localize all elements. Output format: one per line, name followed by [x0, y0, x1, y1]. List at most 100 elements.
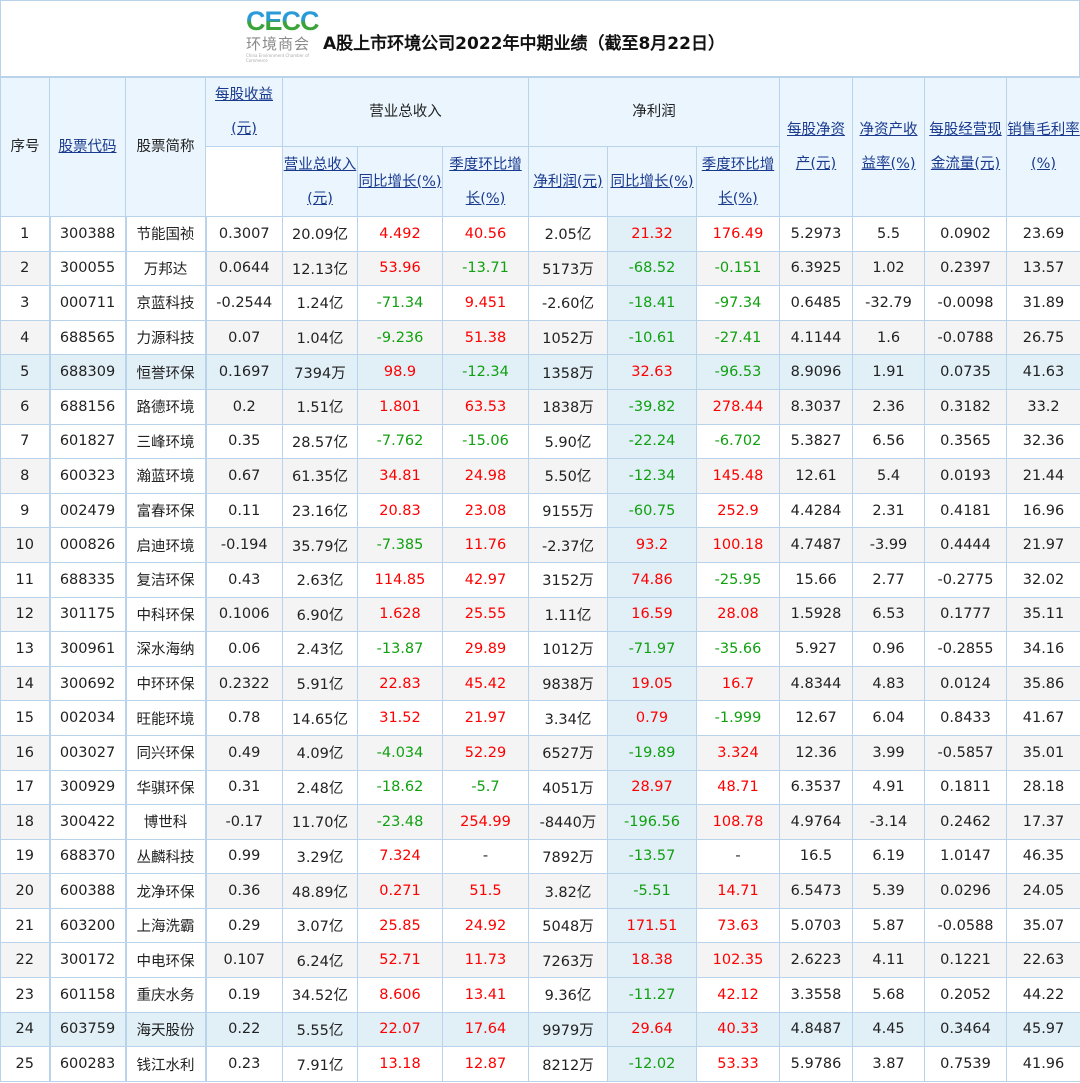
cell-index: 2	[0, 250, 50, 287]
header-profit-yoy[interactable]: 同比增长(%)	[607, 146, 697, 217]
cell-revenue-yoy: 22.83	[357, 665, 443, 702]
cell-name: 华骐环保	[124, 769, 207, 806]
title-bar: CECC 环境商会 China Environment Chamber of C…	[0, 0, 1080, 77]
header-eps[interactable]: 每股收益(元)	[205, 77, 283, 147]
cell-revenue-qoq: 11.73	[442, 942, 529, 979]
cecc-logo: CECC 环境商会 China Environment Chamber of C…	[246, 7, 321, 69]
cell-name: 上海洗霸	[124, 907, 207, 944]
cell-name: 万邦达	[124, 250, 207, 287]
header-code[interactable]: 股票代码	[49, 77, 126, 217]
cell-profit: 1052万	[528, 319, 608, 356]
cell-code: 300172	[48, 942, 127, 979]
cell-roe: 5.39	[852, 873, 926, 909]
header-roe[interactable]: 净资产收益率(%)	[852, 77, 926, 217]
cell-profit-yoy: -22.24	[607, 423, 697, 460]
cell-cfps: 0.0124	[924, 665, 1008, 702]
cell-profit: 5.90亿	[528, 423, 608, 460]
cell-revenue-qoq: 45.42	[442, 665, 529, 702]
cell-code: 600388	[48, 873, 127, 909]
cell-eps: 0.31	[205, 769, 283, 806]
cell-gross-margin: 13.57	[1006, 250, 1080, 287]
cell-profit-qoq: 3.324	[695, 734, 781, 771]
cell-bvps: 16.5	[779, 838, 854, 875]
cell-profit: 1012万	[528, 631, 608, 667]
cell-revenue-qoq: 51.38	[442, 319, 529, 356]
cell-profit: 8212万	[528, 1046, 608, 1082]
table-row: 2 300055 万邦达 0.0644 12.13亿 53.96 -13.71 5173万 -6…	[0, 250, 1080, 287]
cell-name: 博世科	[124, 804, 207, 840]
cell-bvps: 8.3037	[779, 388, 854, 425]
cell-gross-margin: 33.2	[1006, 388, 1080, 425]
cell-eps: 0.67	[205, 458, 283, 494]
cell-name: 京蓝科技	[124, 285, 207, 321]
cell-cfps: 0.3565	[924, 423, 1008, 460]
cell-cfps: 1.0147	[924, 838, 1008, 875]
header-profit[interactable]: 净利润(元)	[528, 146, 608, 217]
cell-profit-yoy: 28.97	[607, 769, 697, 806]
cell-profit-yoy: -39.82	[607, 388, 697, 425]
cell-profit-qoq: -25.95	[695, 561, 781, 598]
cell-code: 000711	[48, 285, 127, 321]
cell-profit: -2.60亿	[528, 285, 608, 321]
cell-revenue-qoq: -15.06	[442, 423, 529, 460]
cell-profit-yoy: -19.89	[607, 734, 697, 771]
cell-revenue: 3.07亿	[282, 907, 358, 944]
cell-revenue-qoq: 51.5	[442, 873, 529, 909]
cell-revenue-qoq: 23.08	[442, 492, 529, 529]
cell-bvps: 4.9764	[779, 804, 854, 840]
header-bvps[interactable]: 每股净资产(元)	[779, 77, 854, 217]
cell-profit-qoq: -27.41	[695, 319, 781, 356]
cell-revenue-yoy: 13.18	[357, 1046, 443, 1082]
header-revenue[interactable]: 营业总收入(元)	[282, 146, 358, 217]
cell-revenue-yoy: 25.85	[357, 907, 443, 944]
cell-profit-yoy: 93.2	[607, 527, 697, 563]
cell-revenue-qoq: 29.89	[442, 631, 529, 667]
cell-code: 603759	[48, 1011, 127, 1048]
header-revenue-qoq[interactable]: 季度环比增长(%)	[442, 146, 529, 217]
cell-eps: 0.1006	[205, 596, 283, 633]
logo-tiny-text: China Environment Chamber of Commerce	[246, 53, 309, 63]
cell-index: 24	[0, 1011, 50, 1048]
cell-eps: -0.2544	[205, 285, 283, 321]
header-cfps[interactable]: 每股经营现金流量(元)	[924, 77, 1008, 217]
cell-code: 000826	[48, 527, 127, 563]
cell-roe: -3.14	[852, 804, 926, 840]
cell-eps: 0.99	[205, 838, 283, 875]
cell-revenue-qoq: 42.97	[442, 561, 529, 598]
table-row: 22 300172 中电环保 0.107 6.24亿 52.71 11.73 7263万 18.…	[0, 942, 1080, 979]
cell-code: 300388	[48, 216, 127, 252]
header-revenue-yoy[interactable]: 同比增长(%)	[357, 146, 443, 217]
cell-eps: 0.3007	[205, 216, 283, 252]
cell-revenue-yoy: -23.48	[357, 804, 443, 840]
cell-index: 13	[0, 631, 50, 667]
cell-profit: 3.82亿	[528, 873, 608, 909]
cell-index: 5	[0, 354, 50, 390]
cell-revenue: 3.29亿	[282, 838, 358, 875]
cell-profit-qoq: -35.66	[695, 631, 781, 667]
cell-eps: 0.22	[205, 1011, 283, 1048]
cell-profit-qoq: -0.151	[695, 250, 781, 287]
cell-revenue-yoy: 22.07	[357, 1011, 443, 1048]
cell-cfps: 0.1811	[924, 769, 1008, 806]
header-profit-qoq[interactable]: 季度环比增长(%)	[695, 146, 781, 217]
cell-gross-margin: 24.05	[1006, 873, 1080, 909]
cell-bvps: 3.3558	[779, 977, 854, 1013]
cell-revenue: 20.09亿	[282, 216, 358, 252]
cell-cfps: 0.2397	[924, 250, 1008, 287]
cell-bvps: 5.2973	[779, 216, 854, 252]
cell-revenue-qoq: -12.34	[442, 354, 529, 390]
cell-eps: 0.11	[205, 492, 283, 529]
cell-profit: 5048万	[528, 907, 608, 944]
cell-roe: 4.11	[852, 942, 926, 979]
cell-roe: 6.04	[852, 700, 926, 736]
cell-profit-qoq: 176.49	[695, 216, 781, 252]
cell-revenue-qoq: 12.87	[442, 1046, 529, 1082]
cell-code: 002034	[48, 700, 127, 736]
table-row: 21 603200 上海洗霸 0.29 3.07亿 25.85 24.92 5048万 171.…	[0, 907, 1080, 944]
cell-revenue-qoq: 21.97	[442, 700, 529, 736]
cell-profit: 2.05亿	[528, 216, 608, 252]
cell-profit-qoq: 53.33	[695, 1046, 781, 1082]
header-gross-margin[interactable]: 销售毛利率(%)	[1006, 77, 1080, 217]
cell-profit-qoq: 102.35	[695, 942, 781, 979]
cell-profit-qoq: -	[695, 838, 781, 875]
